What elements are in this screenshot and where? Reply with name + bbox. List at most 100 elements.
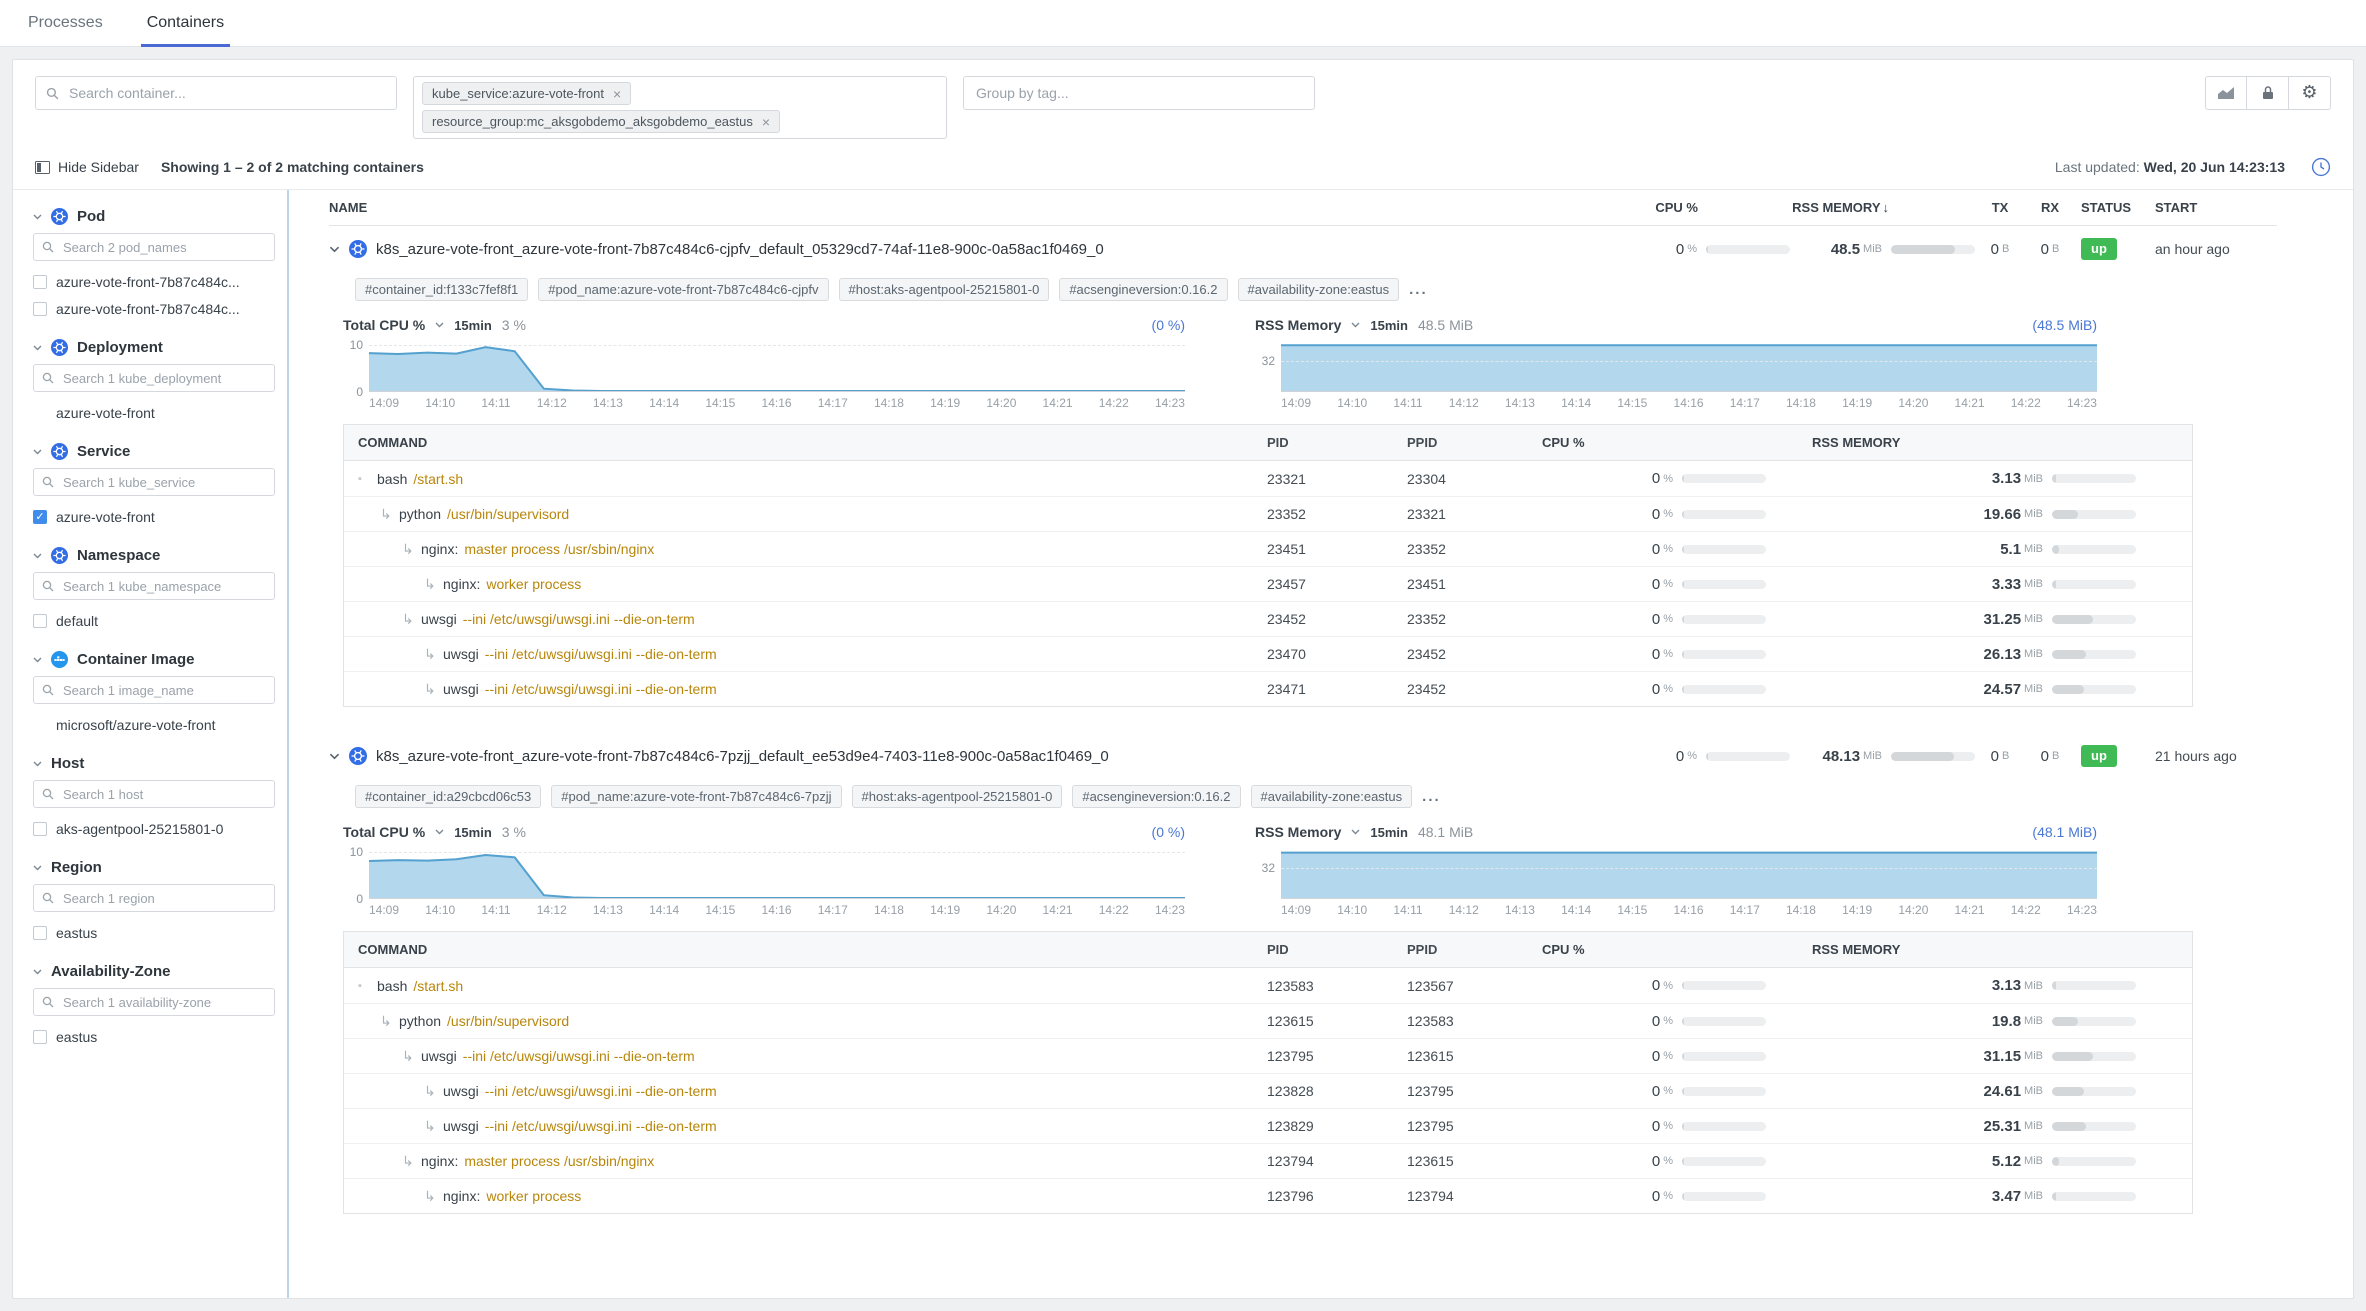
settings-button[interactable]: ⚙ — [2289, 76, 2331, 110]
checkbox-checked[interactable]: ✓ — [33, 509, 47, 524]
tag-pill[interactable]: #container_id:f133c7fef8f1 — [355, 278, 529, 301]
cpu-chart-range[interactable]: 15min — [454, 317, 492, 333]
process-row[interactable]: ↳ python/usr/bin/supervisord 123615 123583 0… — [344, 1003, 2192, 1038]
cpu-chart-range[interactable]: 15min — [454, 824, 492, 840]
memory-chart-range[interactable]: 15min — [1370, 824, 1408, 840]
header-process-rss[interactable]: RSS MEMORY — [1812, 942, 1901, 957]
header-process-rss[interactable]: RSS MEMORY — [1812, 435, 1901, 450]
memory-chart-link[interactable]: (48.5 MiB) — [2032, 317, 2097, 333]
facet-header-region[interactable]: Region — [33, 855, 275, 880]
checkbox[interactable] — [33, 925, 47, 940]
facet-item[interactable]: azure-vote-front-7b87c484c... — [33, 295, 275, 322]
facet-search-input[interactable] — [61, 785, 266, 803]
facet-item[interactable]: ✓ azure-vote-front — [33, 503, 275, 530]
collapse-chevron-icon[interactable] — [329, 246, 340, 253]
process-row[interactable]: ↳ uwsgi --ini /etc/uwsgi/uwsgi.ini --die-o… — [344, 671, 2192, 706]
group-by-input[interactable] — [974, 84, 1304, 102]
facet-search-input[interactable] — [61, 473, 266, 491]
process-row[interactable]: ↳ uwsgi --ini /etc/uwsgi/uwsgi.ini --die-o… — [344, 601, 2192, 636]
header-pid[interactable]: PID — [1267, 435, 1289, 450]
tag-pill[interactable]: #availability-zone:eastus — [1237, 278, 1400, 301]
facet-search-input[interactable] — [61, 238, 266, 256]
filter-pill[interactable]: resource_group:mc_aksgobdemo_aksgobdemo_… — [422, 110, 781, 133]
chevron-down-icon[interactable] — [33, 449, 42, 455]
facet-search-input[interactable] — [61, 681, 266, 699]
tag-pill[interactable]: #pod_name:azure-vote-front-7b87c484c6-cj… — [538, 278, 829, 301]
process-row[interactable]: ↳ nginx: master process /usr/sbin/nginx 234… — [344, 531, 2192, 566]
remove-filter-icon[interactable]: × — [761, 113, 771, 130]
header-command[interactable]: COMMAND — [358, 435, 428, 450]
facet-header-container-image[interactable]: Container Image — [33, 647, 275, 672]
tab-containers[interactable]: Containers — [140, 0, 231, 47]
process-row[interactable]: ↳ nginx: master process /usr/sbin/nginx 123… — [344, 1143, 2192, 1178]
filter-pill[interactable]: kube_service:azure-vote-front × — [422, 82, 632, 105]
more-tags[interactable]: ... — [1409, 281, 1428, 298]
header-cpu[interactable]: CPU % — [1655, 200, 1698, 215]
tag-pill[interactable]: #availability-zone:eastus — [1250, 785, 1413, 808]
process-row[interactable]: ↳ uwsgi --ini /etc/uwsgi/uwsgi.ini --die-o… — [344, 636, 2192, 671]
facet-search-input[interactable] — [61, 369, 266, 387]
facet-item[interactable]: azure-vote-front — [33, 399, 275, 426]
process-row[interactable]: ↳ uwsgi --ini /etc/uwsgi/uwsgi.ini --die-o… — [344, 1108, 2192, 1143]
refresh-timer-button[interactable] — [2311, 157, 2331, 177]
chevron-down-icon[interactable] — [33, 761, 42, 767]
facet-item[interactable]: eastus — [33, 919, 275, 946]
header-process-cpu[interactable]: CPU % — [1542, 435, 1585, 450]
remove-filter-icon[interactable]: × — [612, 85, 622, 102]
cpu-chart-link[interactable]: (0 %) — [1151, 824, 1185, 840]
chevron-down-icon[interactable] — [1351, 829, 1360, 835]
process-row[interactable]: ↳ nginx: worker process 23457 23451 0% 3.33 MiB — [344, 566, 2192, 601]
group-by-box[interactable] — [963, 76, 1315, 110]
process-row[interactable]: ▪ bash/start.sh 123583 123567 0% 3.13 MiB — [344, 968, 2192, 1003]
facet-search-input[interactable] — [61, 993, 266, 1011]
chart-view-button[interactable] — [2205, 76, 2247, 110]
memory-chart-link[interactable]: (48.1 MiB) — [2032, 824, 2097, 840]
hide-sidebar-toggle[interactable]: Hide Sidebar — [35, 159, 139, 175]
facet-item[interactable]: eastus — [33, 1023, 275, 1050]
chevron-down-icon[interactable] — [435, 322, 444, 328]
cpu-chart-title[interactable]: Total CPU % — [343, 317, 426, 333]
cpu-plot-area[interactable] — [369, 342, 1185, 392]
chevron-down-icon[interactable] — [33, 657, 42, 663]
tag-pill[interactable]: #acsengineversion:0.16.2 — [1059, 278, 1228, 301]
facet-search-input[interactable] — [61, 577, 266, 595]
container-row[interactable]: k8s_azure-vote-front_azure-vote-front-7b… — [329, 226, 2277, 272]
process-row[interactable]: ▪ bash/start.sh 23321 23304 0% 3.13 MiB — [344, 461, 2192, 496]
header-ppid[interactable]: PPID — [1407, 435, 1438, 450]
facet-item[interactable]: aks-agentpool-25215801-0 — [33, 815, 275, 842]
tag-pill[interactable]: #container_id:a29cbcd06c53 — [355, 785, 542, 808]
cpu-plot-area[interactable] — [369, 849, 1185, 899]
facet-search-input[interactable] — [61, 889, 266, 907]
checkbox[interactable] — [33, 613, 47, 628]
chevron-down-icon[interactable] — [33, 865, 42, 871]
lock-button[interactable] — [2247, 76, 2289, 110]
header-status[interactable]: STATUS — [2081, 200, 2132, 215]
chevron-down-icon[interactable] — [435, 829, 444, 835]
cpu-chart-title[interactable]: Total CPU % — [343, 824, 426, 840]
header-pid[interactable]: PID — [1267, 942, 1289, 957]
header-name[interactable]: NAME — [329, 200, 368, 215]
facet-header-pod[interactable]: Pod — [33, 204, 275, 229]
memory-chart-title[interactable]: RSS Memory — [1255, 317, 1342, 333]
facet-item[interactable]: default — [33, 607, 275, 634]
chevron-down-icon[interactable] — [33, 553, 42, 559]
header-process-cpu[interactable]: CPU % — [1542, 942, 1585, 957]
memory-plot-area[interactable] — [1281, 342, 2097, 392]
process-row[interactable]: ↳ uwsgi --ini /etc/uwsgi/uwsgi.ini --die-o… — [344, 1038, 2192, 1073]
facet-item[interactable]: microsoft/azure-vote-front — [33, 711, 275, 738]
header-tx[interactable]: TX — [1991, 200, 2009, 215]
memory-chart-range[interactable]: 15min — [1370, 317, 1408, 333]
tag-pill[interactable]: #acsengineversion:0.16.2 — [1072, 785, 1241, 808]
facet-item[interactable]: azure-vote-front-7b87c484c... — [33, 268, 275, 295]
header-command[interactable]: COMMAND — [358, 942, 428, 957]
memory-chart-title[interactable]: RSS Memory — [1255, 824, 1342, 840]
checkbox[interactable] — [33, 821, 47, 836]
tag-pill[interactable]: #pod_name:azure-vote-front-7b87c484c6-7p… — [551, 785, 842, 808]
header-ppid[interactable]: PPID — [1407, 942, 1438, 957]
container-search-box[interactable] — [35, 76, 397, 110]
facet-header-namespace[interactable]: Namespace — [33, 543, 275, 568]
facet-header-availability-zone[interactable]: Availability-Zone — [33, 959, 275, 984]
tag-pill[interactable]: #host:aks-agentpool-25215801-0 — [851, 785, 1063, 808]
facet-header-host[interactable]: Host — [33, 751, 275, 776]
more-tags[interactable]: ... — [1422, 788, 1441, 805]
